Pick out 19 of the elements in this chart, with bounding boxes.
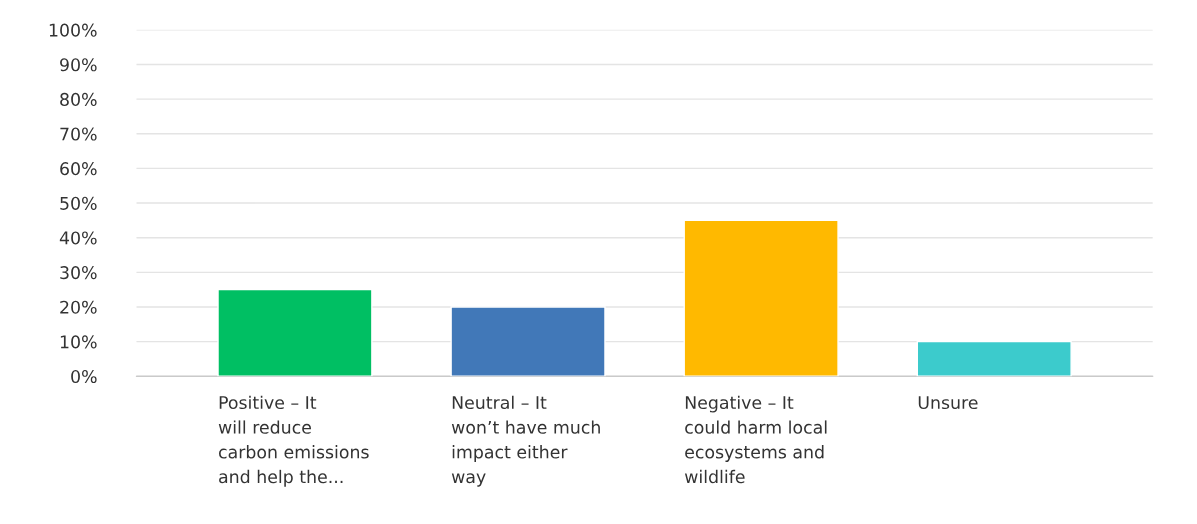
x-tick-label: Unsure <box>918 396 978 410</box>
y-tick-label: 90% <box>60 58 97 72</box>
y-tick-label: 100% <box>49 23 97 37</box>
bar <box>683 219 839 377</box>
y-tick-label: 0% <box>71 369 97 384</box>
bar <box>217 288 373 377</box>
y-tick-label: 50% <box>60 196 97 210</box>
y-tick-label: 70% <box>60 127 97 141</box>
y-tick-label: 60% <box>60 162 97 176</box>
y-tick-label: 10% <box>60 335 97 349</box>
x-tick-label: Positive – It will reduce carbon emissions and help the... <box>218 395 369 487</box>
x-tick-label: Negative – It could harm local ecosystems and wildlife <box>684 395 827 484</box>
bar <box>450 306 606 377</box>
bar <box>916 340 1072 377</box>
y-tick-label: 40% <box>59 231 97 245</box>
y-tick-label: 30% <box>60 266 97 280</box>
x-tick-label: Neutral – It won’t have much impact either way <box>451 395 600 487</box>
y-tick-label: 80% <box>60 92 97 106</box>
y-tick-label: 20% <box>60 300 97 314</box>
